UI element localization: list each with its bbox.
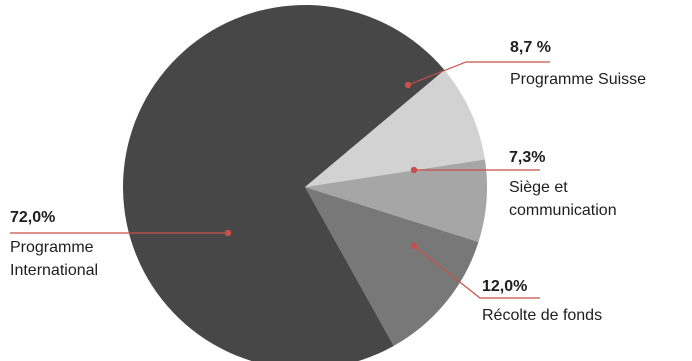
pie-slice-1 (305, 70, 485, 187)
leader-dot-3 (410, 242, 418, 250)
leader-dot-4 (224, 229, 232, 237)
leader-dot-2 (410, 166, 418, 174)
slice-name-label-1-line-1: Programme Suisse (510, 71, 646, 88)
pie-slice-2 (305, 159, 488, 243)
pie-slice-3 (305, 187, 479, 346)
slice-name-label-2-line-2: communication (509, 202, 617, 219)
leader-dot-1 (404, 81, 412, 89)
pie-slices (123, 5, 488, 361)
slice-percent-label-4: 72,0% (10, 209, 55, 226)
leader-line-3 (413, 245, 540, 299)
pie-labels: 8,7 % Programme Suisse 7,3% Siège et communi… (10, 39, 646, 324)
slice-percent-label-1: 8,7 % (510, 39, 551, 56)
slice-percent-label-2: 7,3% (509, 149, 545, 166)
slice-percent-label-3: 12,0% (482, 278, 527, 295)
leader-line-1 (407, 61, 550, 86)
slice-name-label-2-line-1: Siège et (509, 179, 568, 196)
slice-name-label-4-line-1: Programme (10, 239, 94, 256)
slice-name-label-4-line-2: International (10, 262, 98, 279)
slice-name-label-3-line-1: Récolte de fonds (482, 307, 602, 324)
pie-slice-4 (123, 5, 445, 361)
